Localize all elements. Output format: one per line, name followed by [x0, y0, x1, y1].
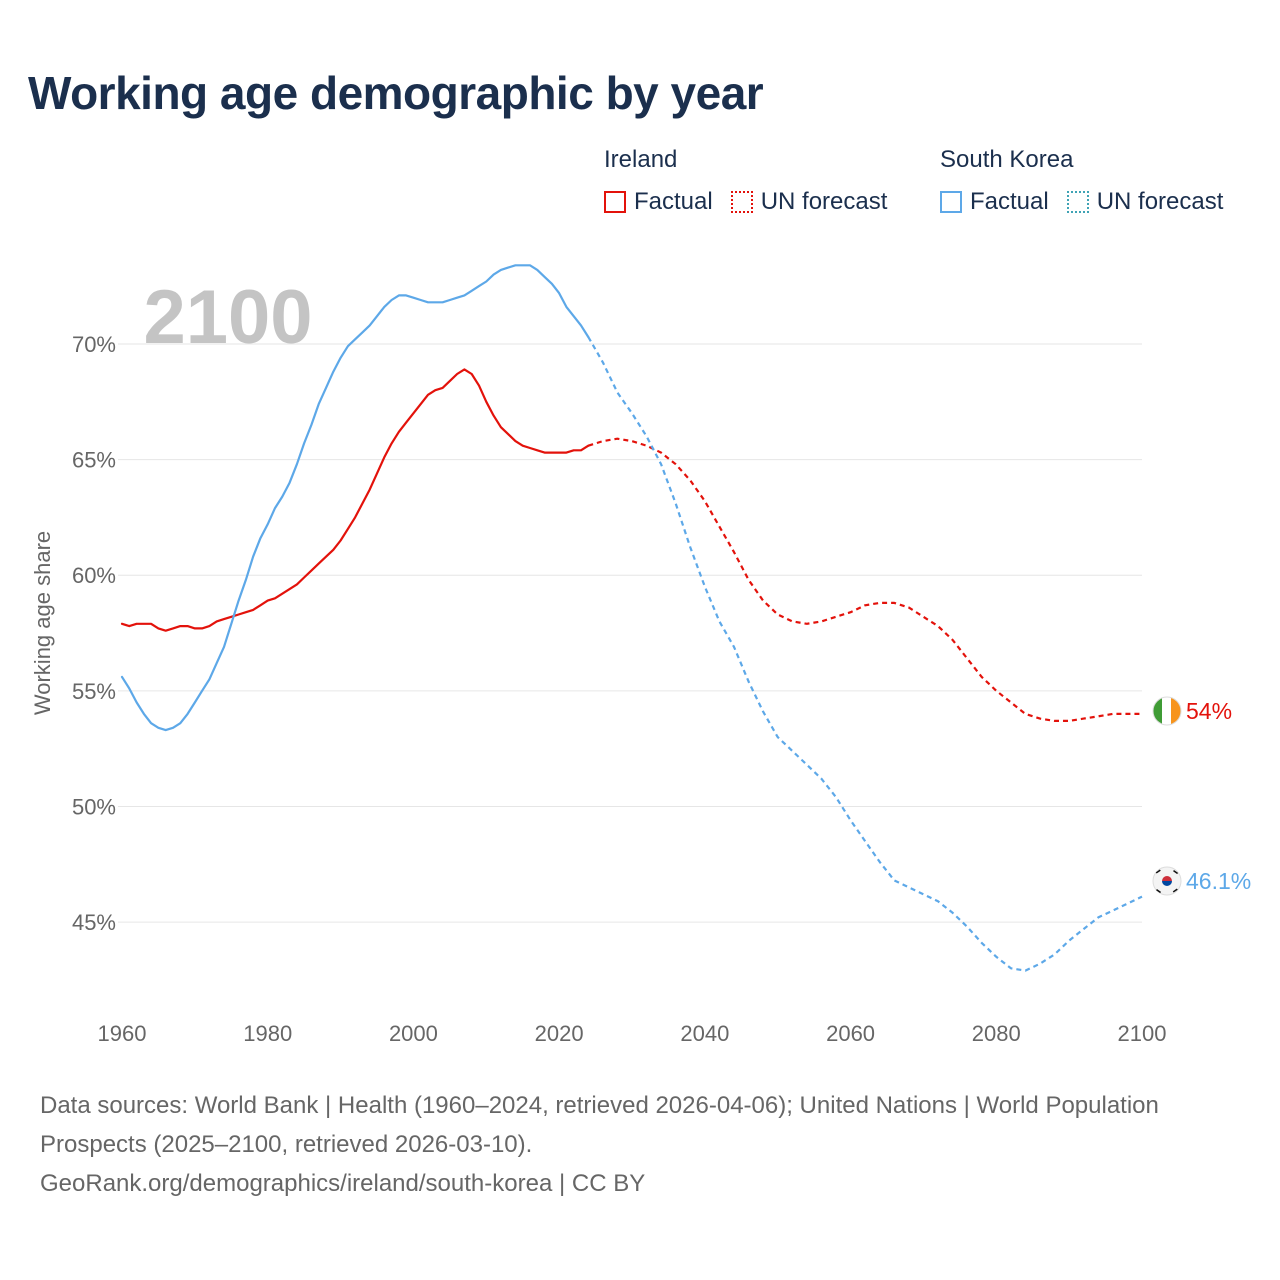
line-chart: 45% 50% 55% 60% 65% 70% 1960 1980 2000 2020 2040 2…	[30, 264, 1251, 1046]
x-axis-ticks: 1960 1980 2000 2020 2040 2060 2080 2100	[98, 1021, 1167, 1046]
gridlines	[118, 343, 1142, 923]
legend-item-ireland-forecast[interactable]: UN forecast	[730, 188, 888, 216]
legend-label: UN forecast	[1096, 188, 1224, 215]
series-line-south-korea-factual[interactable]	[120, 264, 590, 732]
dotted-swatch-icon	[1066, 191, 1089, 213]
legend-group-name: Ireland	[604, 146, 678, 173]
solid-swatch-icon	[940, 191, 962, 213]
south-korea-flag	[1152, 866, 1182, 896]
year-display: 2100	[143, 275, 312, 360]
ireland-flag	[1152, 696, 1182, 726]
legend-group-ireland: Ireland Factual UN forecast	[604, 146, 905, 216]
series-line-ireland-factual[interactable]	[120, 368, 590, 632]
legend-group-name: South Korea	[940, 146, 1074, 173]
y-tick-label: 70%	[72, 332, 116, 357]
attribution-link[interactable]: GeoRank.org/demographics/ireland/south-k…	[40, 1170, 646, 1197]
legend-item-south-korea-forecast[interactable]: UN forecast	[1066, 188, 1224, 216]
legend-item-ireland-factual[interactable]: Factual	[604, 188, 713, 216]
legend-label: Factual	[634, 188, 713, 215]
y-tick-label: 65%	[72, 448, 116, 473]
x-tick-label: 2060	[826, 1021, 875, 1046]
y-tick-label: 60%	[72, 563, 116, 588]
x-tick-label: 2000	[389, 1021, 438, 1046]
x-tick-label: 2100	[1118, 1021, 1167, 1046]
y-axis-ticks: 45% 50% 55% 60% 65% 70%	[72, 332, 116, 935]
legend-label: Factual	[970, 188, 1049, 215]
y-tick-label: 55%	[72, 679, 116, 704]
dotted-swatch-icon	[730, 191, 753, 213]
footer: Data sources: World Bank | Health (1960–…	[40, 1086, 1240, 1203]
y-tick-label: 50%	[72, 794, 116, 819]
legend-group-south-korea: South Korea Factual UN forecast	[940, 146, 1241, 216]
data-sources-note: Data sources: World Bank | Health (1960–…	[40, 1092, 1159, 1158]
series-line-south-korea-forecast[interactable]	[587, 336, 1143, 972]
y-tick-label: 45%	[72, 910, 116, 935]
x-tick-label: 2040	[680, 1021, 729, 1046]
solid-swatch-icon	[604, 191, 626, 213]
end-label-ireland: 54%	[1186, 698, 1232, 724]
x-tick-label: 2080	[972, 1021, 1021, 1046]
legend-label: UN forecast	[760, 188, 888, 215]
legend-item-south-korea-factual[interactable]: Factual	[940, 188, 1049, 216]
y-axis-label: Working age share	[30, 531, 55, 715]
end-label-south-korea: 46.1%	[1186, 868, 1251, 894]
x-tick-label: 1960	[98, 1021, 147, 1046]
series-line-ireland-forecast[interactable]	[587, 437, 1142, 722]
series-lines	[120, 264, 1143, 972]
chart-title: Working age demographic by year	[28, 67, 764, 119]
x-tick-label: 2020	[535, 1021, 584, 1046]
x-tick-label: 1980	[243, 1021, 292, 1046]
